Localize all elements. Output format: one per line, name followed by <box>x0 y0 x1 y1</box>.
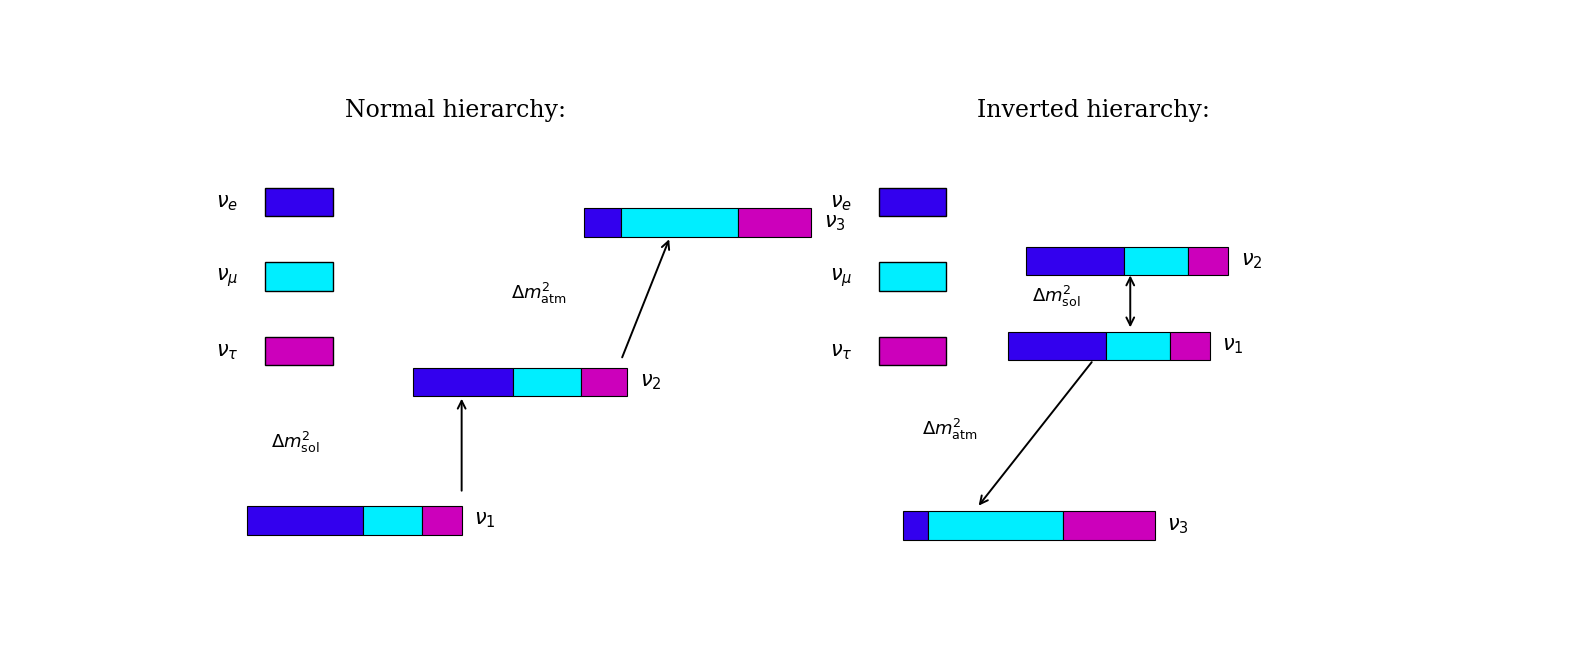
Text: $\nu_2$: $\nu_2$ <box>1241 251 1262 271</box>
Bar <box>1007 331 1105 360</box>
Text: $\nu_\tau$: $\nu_\tau$ <box>829 342 852 362</box>
Bar <box>904 512 928 540</box>
Bar <box>879 188 947 216</box>
Text: $\nu_\mu$: $\nu_\mu$ <box>217 266 239 289</box>
Text: Inverted hierarchy:: Inverted hierarchy: <box>977 99 1209 122</box>
Text: $\Delta m^2_{\rm atm}$: $\Delta m^2_{\rm atm}$ <box>511 281 567 305</box>
Bar <box>584 208 621 237</box>
Bar <box>1170 331 1209 360</box>
Bar <box>423 506 462 534</box>
Bar <box>513 368 581 396</box>
Text: $\nu_e$: $\nu_e$ <box>217 193 239 213</box>
Text: $\nu_e$: $\nu_e$ <box>829 193 852 213</box>
Bar <box>247 506 364 534</box>
Text: $\Delta m^2_{\rm atm}$: $\Delta m^2_{\rm atm}$ <box>921 417 977 442</box>
Bar <box>738 208 810 237</box>
Text: $\Delta m^2_{\rm sol}$: $\Delta m^2_{\rm sol}$ <box>272 430 320 455</box>
Bar <box>1124 247 1187 275</box>
Text: Normal hierarchy:: Normal hierarchy: <box>345 99 567 122</box>
Text: $\nu_3$: $\nu_3$ <box>823 213 845 233</box>
Bar <box>413 368 513 396</box>
Bar <box>879 262 947 291</box>
Text: $\nu_1$: $\nu_1$ <box>1222 336 1244 356</box>
Text: $\Delta m^2_{\rm sol}$: $\Delta m^2_{\rm sol}$ <box>1032 284 1081 309</box>
Bar <box>581 368 627 396</box>
Text: $\nu_3$: $\nu_3$ <box>1167 516 1189 536</box>
Bar <box>928 512 1062 540</box>
Bar <box>879 337 947 365</box>
Text: $\nu_2$: $\nu_2$ <box>640 372 662 392</box>
Text: $\nu_\mu$: $\nu_\mu$ <box>829 266 852 289</box>
Text: $\nu_1$: $\nu_1$ <box>473 510 495 530</box>
Bar <box>621 208 738 237</box>
Bar <box>266 262 332 291</box>
Bar <box>266 188 332 216</box>
Bar <box>364 506 423 534</box>
Bar <box>1026 247 1124 275</box>
Bar <box>1062 512 1154 540</box>
Bar <box>266 337 332 365</box>
Text: $\nu_\tau$: $\nu_\tau$ <box>217 342 239 362</box>
Bar <box>1105 331 1170 360</box>
Bar <box>1187 247 1228 275</box>
